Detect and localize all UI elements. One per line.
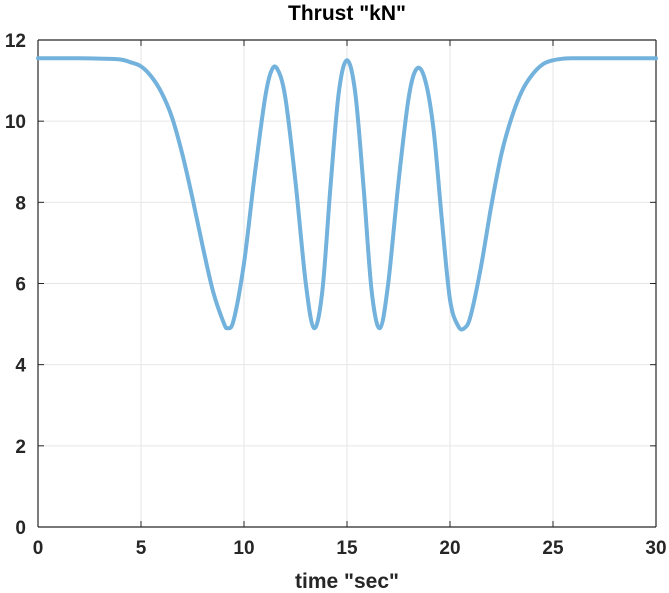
y-tick-label: 8 [15, 193, 26, 214]
chart-title: Thrust "kN" [288, 2, 406, 25]
tick-labels: 0 5 10 15 20 25 30 0 2 4 6 8 10 12 [5, 31, 667, 559]
x-axis-label: time "sec" [295, 570, 399, 593]
y-tick-label: 12 [5, 31, 26, 52]
y-tick-label: 10 [5, 112, 26, 133]
x-tick-label: 15 [336, 538, 358, 559]
x-tick-label: 0 [33, 538, 44, 559]
thrust-series-line [36, 56, 658, 332]
x-tick-label: 30 [645, 538, 666, 559]
y-tick-label: 6 [15, 275, 26, 296]
series-group [36, 56, 658, 332]
x-tick-label: 5 [136, 538, 147, 559]
y-tick-label: 2 [15, 437, 26, 458]
plot-frame [37, 39, 657, 528]
x-tick-label: 25 [542, 538, 564, 559]
x-tick-label: 10 [233, 538, 254, 559]
y-tick-label: 0 [15, 518, 26, 539]
x-tick-label: 20 [439, 538, 460, 559]
y-tick-label: 4 [15, 356, 26, 377]
